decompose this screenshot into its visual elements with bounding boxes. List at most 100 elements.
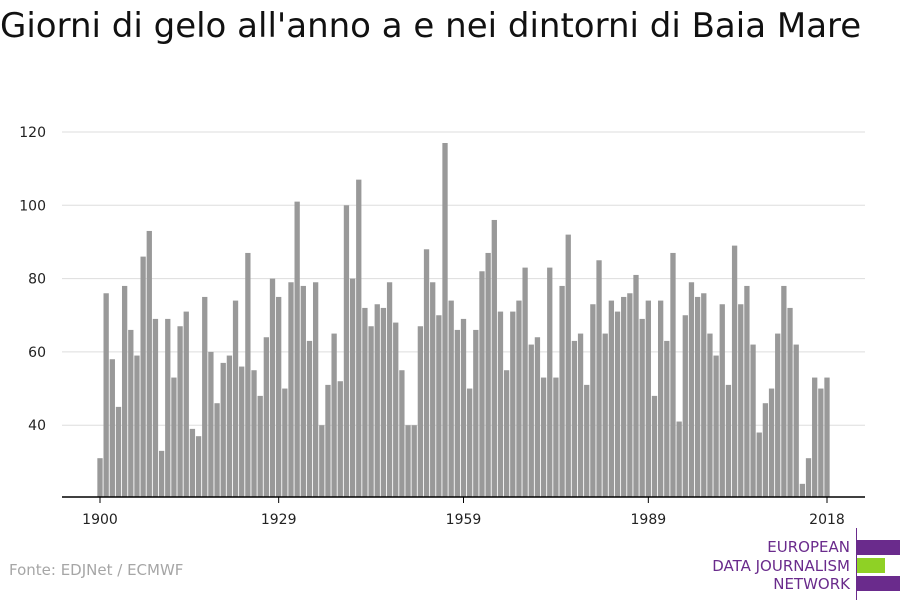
logo-bar-middle: [857, 558, 885, 573]
logo-bar-bottom: [857, 576, 900, 591]
bar-1960: [467, 388, 473, 497]
bar-1914: [183, 311, 189, 497]
bar-1942: [356, 179, 362, 498]
bar-1918: [208, 351, 214, 497]
bar-1948: [393, 322, 399, 497]
bar-2005: [744, 285, 750, 497]
bar-1989: [645, 300, 651, 497]
bar-2007: [756, 432, 762, 497]
bar-2006: [750, 344, 756, 497]
bar-1986: [627, 293, 633, 497]
bar-2003: [731, 245, 738, 497]
bar-1991: [658, 300, 664, 497]
bar-1930: [282, 388, 288, 497]
bar-1978: [577, 333, 584, 497]
bar-1931: [288, 282, 294, 497]
bar-1988: [639, 318, 645, 497]
bar-1976: [565, 234, 571, 497]
bar-1921: [226, 355, 233, 497]
bar-1968: [516, 300, 522, 497]
bar-2014: [799, 483, 806, 497]
bar-1906: [134, 355, 140, 497]
bar-1957: [448, 300, 454, 497]
bar-1946: [380, 307, 387, 497]
bar-1965: [497, 311, 504, 497]
bar-1927: [263, 337, 269, 497]
bar-1947: [386, 282, 393, 497]
bar-1969: [522, 267, 528, 497]
bar-2011: [781, 285, 787, 497]
bar-1997: [694, 296, 701, 497]
bar-2001: [719, 304, 725, 497]
y-tick-label-80: 80: [28, 272, 46, 288]
bar-1910: [158, 450, 165, 497]
bar-1904: [121, 285, 128, 497]
bar-1922: [232, 300, 239, 497]
logo-line-network: NETWORK: [773, 575, 850, 593]
bar-1956: [442, 143, 448, 497]
bar-1982: [602, 333, 608, 497]
bar-1938: [331, 333, 337, 497]
bar-1907: [140, 256, 146, 497]
bar-1905: [128, 329, 134, 497]
y-tick-label-40: 40: [28, 418, 46, 434]
bar-1953: [423, 249, 430, 497]
bar-2016: [812, 377, 818, 497]
bar-1926: [257, 395, 263, 497]
bar-1916: [195, 436, 202, 497]
x-ticks: 1900 1929 1959 1989 2018: [82, 497, 845, 528]
bar-1941: [349, 278, 356, 497]
bar-1974: [553, 377, 559, 497]
bar-1937: [325, 384, 331, 497]
bar-1984: [614, 311, 621, 497]
bar-2017: [818, 388, 824, 497]
bar-1954: [430, 282, 436, 497]
bar-2015: [805, 458, 812, 497]
bar-1971: [534, 337, 541, 497]
y-tick-labels: 40 60 80 100 120: [19, 125, 46, 434]
bar-1990: [651, 395, 658, 497]
x-tick-label-1929: 1929: [261, 512, 297, 528]
bars: [97, 143, 830, 498]
edjnet-logo: EUROPEAN DATA JOURNALISM NETWORK: [700, 528, 900, 600]
bar-1929: [276, 296, 282, 497]
y-tick-label-100: 100: [19, 198, 46, 214]
bar-1983: [608, 300, 615, 497]
bar-1950: [405, 425, 411, 497]
bar-1925: [251, 370, 257, 497]
bar-1928: [269, 278, 276, 497]
bar-1935: [312, 282, 319, 497]
bar-1912: [171, 377, 177, 497]
bar-1992: [664, 340, 670, 497]
bar-1944: [368, 326, 374, 497]
bar-1932: [294, 201, 300, 497]
bar-1994: [676, 421, 682, 497]
bar-1980: [590, 304, 596, 497]
x-tick-label-2018: 2018: [809, 512, 845, 528]
bar-1981: [596, 260, 602, 497]
bar-1979: [584, 384, 590, 497]
bar-1924: [245, 252, 251, 497]
bar-1939: [337, 381, 343, 497]
bar-1919: [214, 403, 220, 497]
bar-1966: [503, 370, 510, 497]
bar-1998: [701, 293, 707, 497]
bar-1949: [399, 370, 405, 497]
logo-bar-top: [857, 540, 900, 555]
bar-1920: [220, 362, 226, 497]
bar-1996: [688, 282, 695, 497]
y-tick-label-60: 60: [28, 345, 46, 361]
x-tick-label-1959: 1959: [446, 512, 482, 528]
bar-1995: [682, 315, 688, 497]
bar-1964: [491, 219, 497, 497]
logo-line-data-journalism: DATA JOURNALISM: [712, 557, 850, 575]
bar-1934: [306, 340, 313, 497]
bar-1917: [202, 296, 208, 497]
bar-1952: [417, 326, 424, 497]
bar-1943: [362, 307, 368, 497]
bar-2008: [762, 403, 769, 497]
bar-1972: [540, 377, 547, 497]
bar-1901: [103, 293, 109, 497]
bar-1993: [670, 252, 676, 497]
x-tick-label-1900: 1900: [82, 512, 118, 528]
